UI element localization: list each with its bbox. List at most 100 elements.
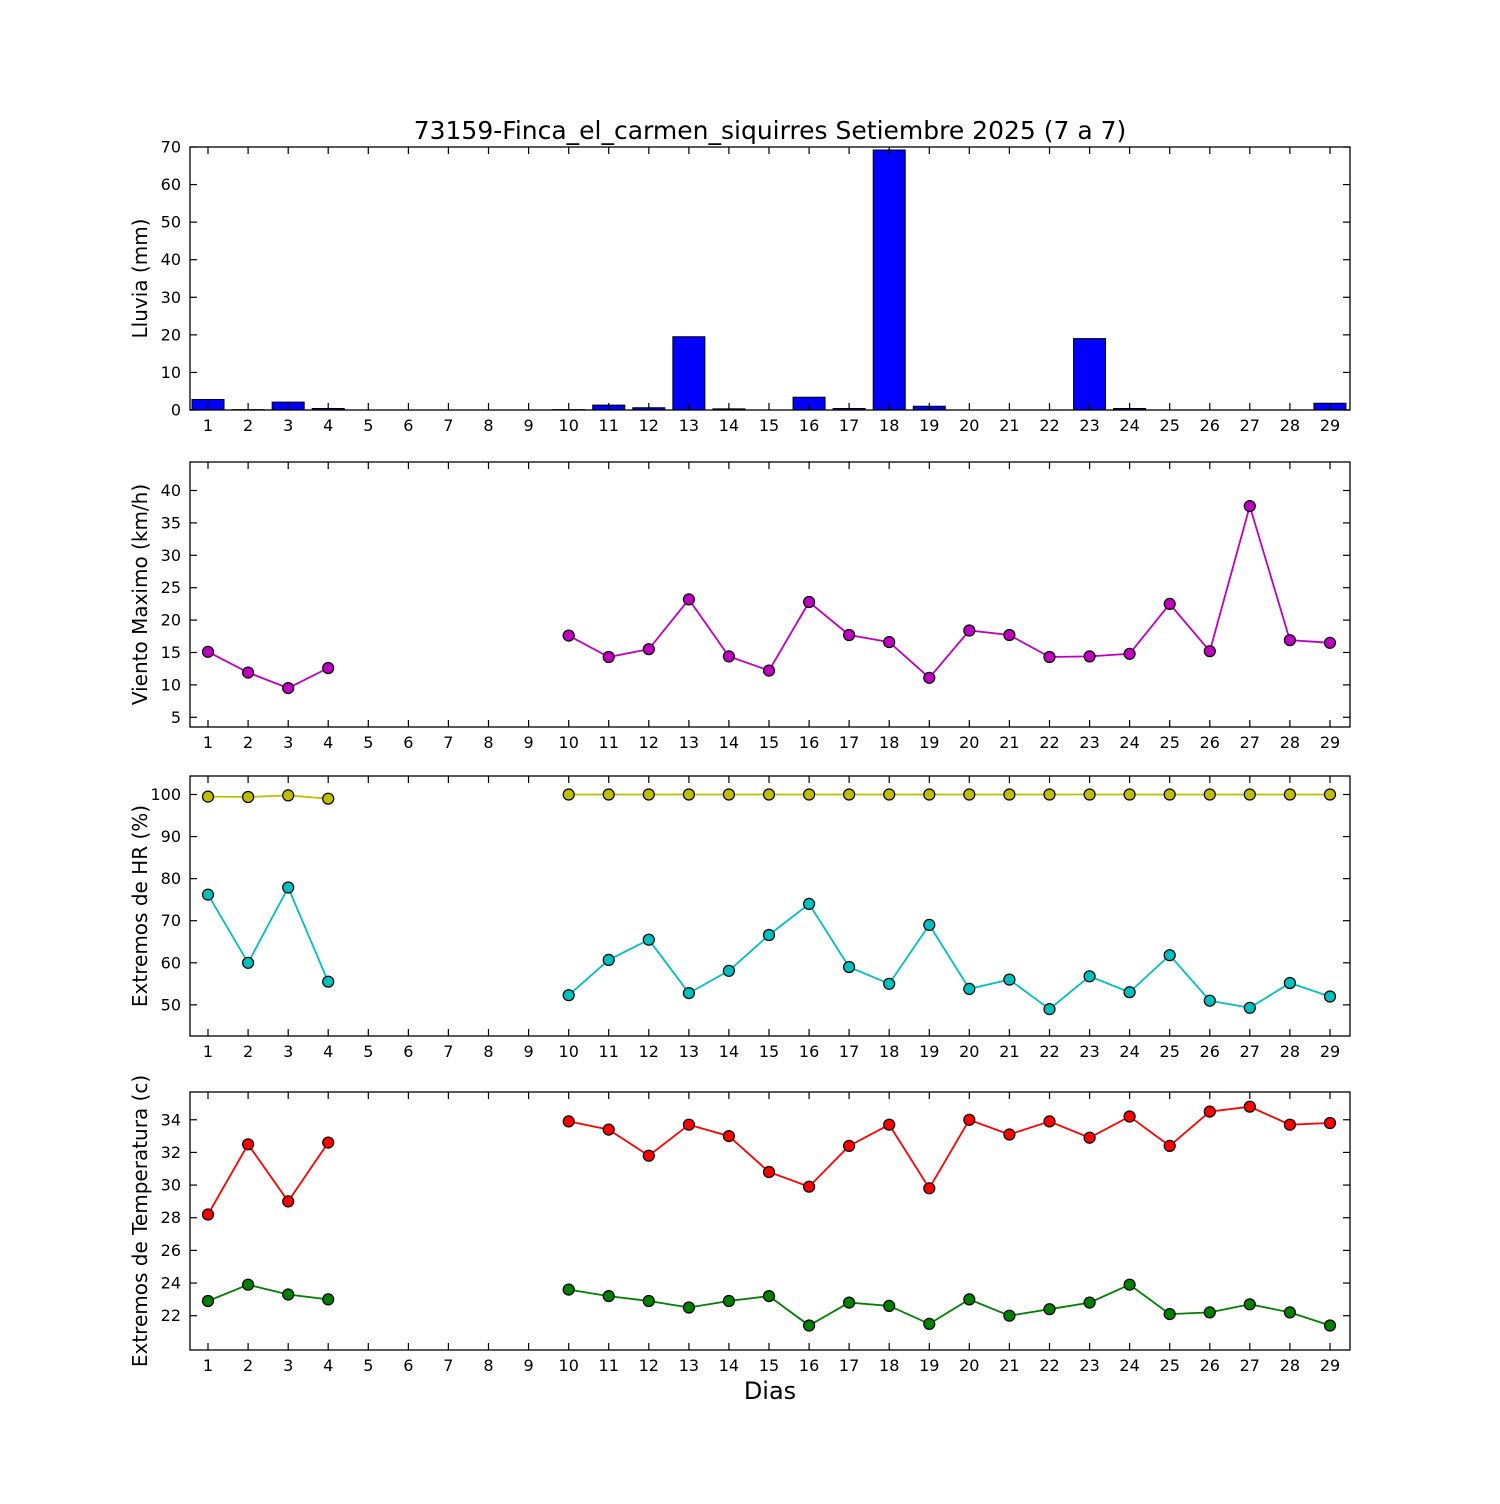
x-tick-label: 1: [203, 416, 213, 435]
viento_maximo-marker-day-19: [924, 672, 935, 683]
hr_maxima-series: [203, 789, 1336, 804]
hr_minima-marker-day-20: [964, 983, 975, 994]
temperatura_maxima-marker-day-22: [1044, 1116, 1055, 1127]
temperatura_maxima-marker-day-15: [764, 1167, 775, 1178]
hr_maxima-marker-day-17: [844, 789, 855, 800]
x-tick-label: 14: [719, 416, 739, 435]
axes-frame: [190, 1092, 1350, 1350]
x-tick-label: 3: [283, 1042, 293, 1061]
x-tick-label: 22: [1039, 1042, 1059, 1061]
x-tick-label: 29: [1320, 1356, 1340, 1375]
x-tick-label: 7: [443, 416, 453, 435]
hr_maxima-marker-day-3: [283, 790, 294, 801]
viento_maximo-marker-day-21: [1004, 630, 1015, 641]
x-tick-label: 6: [403, 416, 413, 435]
x-tick-label: 7: [443, 733, 453, 752]
temperatura_maxima-line: [208, 1143, 328, 1215]
x-tick-label: 15: [759, 416, 779, 435]
viento_maximo-marker-day-20: [964, 625, 975, 636]
hr_maxima-marker-day-25: [1164, 789, 1175, 800]
y-tick-label: 10: [161, 363, 181, 382]
hr_maxima-marker-day-28: [1284, 789, 1295, 800]
hr_minima-marker-day-14: [723, 965, 734, 976]
viento_maximo-marker-day-2: [243, 667, 254, 678]
viento_maximo-marker-day-12: [643, 644, 654, 655]
x-tick-label: 15: [759, 733, 779, 752]
temperatura_minima-marker-day-23: [1084, 1297, 1095, 1308]
y-tick-label: 30: [161, 288, 181, 307]
y-tick-label: 100: [150, 785, 181, 804]
y-axis-label-viento: Viento Maximo (km/h): [128, 484, 152, 705]
hr_minima-marker-day-15: [764, 930, 775, 941]
hr_minima-marker-day-4: [323, 976, 334, 987]
x-tick-label: 16: [799, 1356, 819, 1375]
hr_minima-marker-day-16: [804, 898, 815, 909]
hr_minima-marker-day-11: [603, 954, 614, 965]
x-tick-label: 2: [243, 416, 253, 435]
x-tick-label: 17: [839, 733, 859, 752]
hr_minima-marker-day-17: [844, 962, 855, 973]
x-tick-label: 5: [363, 1042, 373, 1061]
rain-bar-day-13: [673, 337, 705, 410]
x-tick-label: 6: [403, 1356, 413, 1375]
x-tick-label: 11: [599, 733, 619, 752]
temperatura_maxima-marker-day-1: [203, 1209, 214, 1220]
x-tick-label: 9: [524, 1356, 534, 1375]
x-tick-label: 27: [1240, 416, 1260, 435]
y-tick-label: 70: [161, 911, 181, 930]
x-tick-label: 22: [1039, 1356, 1059, 1375]
temperatura_minima-marker-day-1: [203, 1296, 214, 1307]
hr_minima-marker-day-28: [1284, 978, 1295, 989]
hr_maxima-marker-day-12: [643, 789, 654, 800]
temperatura_minima-line: [569, 1285, 1330, 1326]
temperatura_minima-marker-day-10: [563, 1284, 574, 1295]
temperatura_maxima-marker-day-3: [283, 1196, 294, 1207]
temperatura_minima-marker-day-12: [643, 1296, 654, 1307]
x-tick-label: 5: [363, 416, 373, 435]
x-tick-label: 22: [1039, 416, 1059, 435]
temperatura_maxima-series: [203, 1101, 1336, 1220]
x-tick-label: 18: [879, 1042, 899, 1061]
hr_maxima-line: [208, 795, 328, 798]
x-tick-label: 21: [999, 733, 1019, 752]
viento_maximo-series: [203, 501, 1336, 694]
x-tick-label: 4: [323, 1356, 333, 1375]
x-tick-label: 26: [1200, 733, 1220, 752]
hr_maxima-marker-day-22: [1044, 789, 1055, 800]
temperatura_maxima-marker-day-17: [844, 1140, 855, 1151]
x-tick-label: 1: [203, 1042, 213, 1061]
y-tick-label: 26: [161, 1241, 181, 1260]
temperatura_minima-marker-day-19: [924, 1318, 935, 1329]
temperatura_maxima-marker-day-24: [1124, 1111, 1135, 1122]
temperatura_minima-marker-day-25: [1164, 1309, 1175, 1320]
x-tick-label: 25: [1160, 733, 1180, 752]
hr_maxima-marker-day-19: [924, 789, 935, 800]
x-tick-label: 29: [1320, 1042, 1340, 1061]
y-tick-label: 5: [171, 708, 181, 727]
x-tick-label: 27: [1240, 733, 1260, 752]
viento_maximo-marker-day-27: [1244, 501, 1255, 512]
viento_maximo-marker-day-23: [1084, 651, 1095, 662]
temperatura_maxima-marker-day-19: [924, 1183, 935, 1194]
temperatura_maxima-marker-day-25: [1164, 1140, 1175, 1151]
x-tick-label: 10: [559, 1356, 579, 1375]
viento_maximo-marker-day-18: [884, 637, 895, 648]
viento_maximo-marker-day-15: [764, 665, 775, 676]
x-tick-label: 21: [999, 1356, 1019, 1375]
x-tick-label: 7: [443, 1356, 453, 1375]
viento_maximo-marker-day-1: [203, 646, 214, 657]
x-tick-label: 4: [323, 733, 333, 752]
hr_minima-marker-day-18: [884, 978, 895, 989]
x-tick-label: 7: [443, 1042, 453, 1061]
x-tick-label: 24: [1119, 1042, 1139, 1061]
y-tick-label: 50: [161, 213, 181, 232]
temperatura_maxima-marker-day-21: [1004, 1129, 1015, 1140]
y-tick-label: 60: [161, 953, 181, 972]
temperatura_minima-marker-day-14: [723, 1296, 734, 1307]
x-tick-label: 25: [1160, 1356, 1180, 1375]
viento_maximo-marker-day-26: [1204, 646, 1215, 657]
